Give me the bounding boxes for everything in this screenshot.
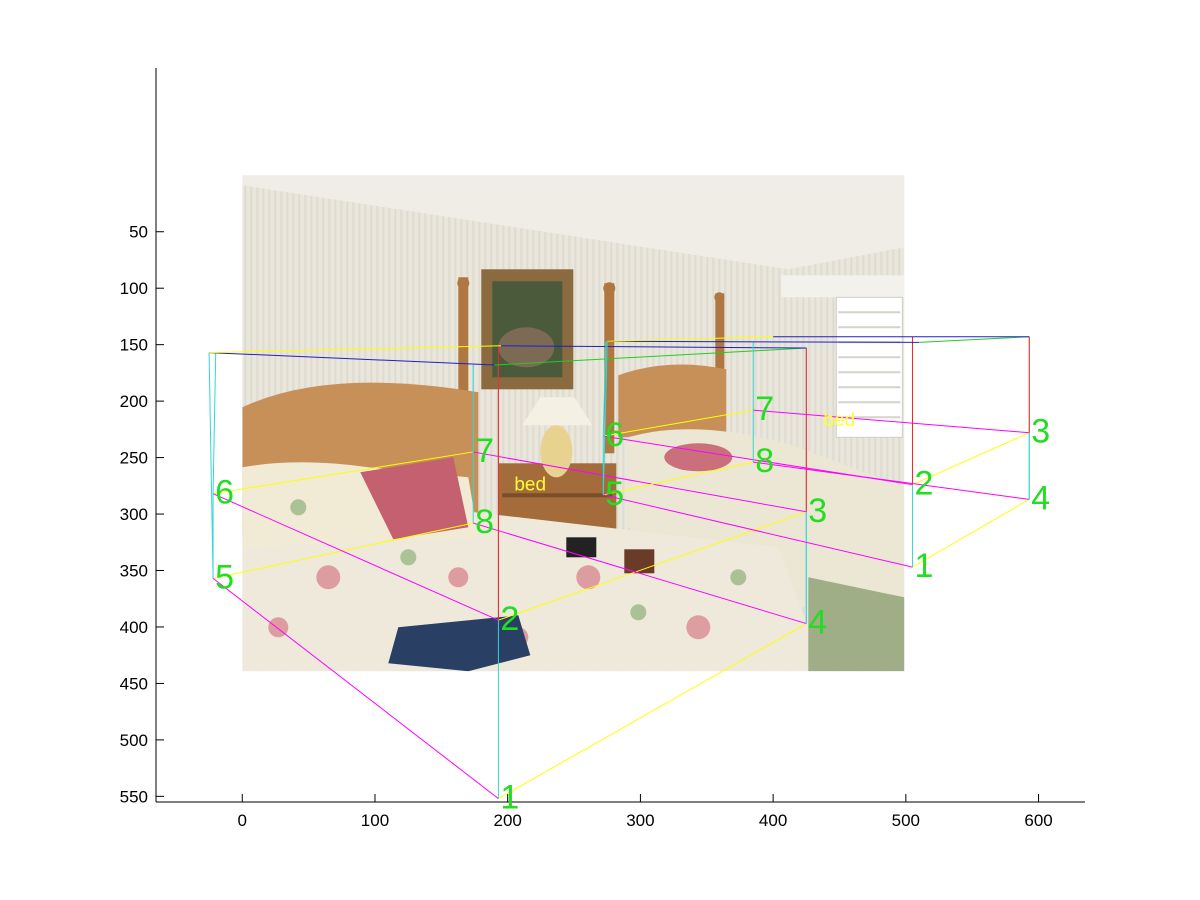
corner-label: 7 bbox=[755, 390, 774, 428]
corner-label: 1 bbox=[914, 547, 933, 585]
x-tick-label: 100 bbox=[361, 811, 389, 830]
object-label: bed bbox=[514, 474, 546, 495]
x-tick-label: 400 bbox=[759, 811, 787, 830]
y-tick-label: 200 bbox=[120, 392, 148, 411]
box-edge-side bbox=[603, 494, 913, 568]
y-tick-label: 250 bbox=[120, 449, 148, 468]
bedroom-photo bbox=[242, 175, 905, 672]
box-edge-vertical bbox=[212, 352, 217, 494]
box-edge-top bbox=[209, 345, 502, 354]
box-edge-bottom bbox=[603, 461, 754, 496]
x-tick-label: 200 bbox=[494, 811, 522, 830]
corner-label: 1 bbox=[500, 779, 519, 817]
bed-boxes: 1 2 3 4 5 6 7 8 bed 1 2 3 4 5 6 7 8 bed bbox=[208, 336, 1050, 817]
y-tick-label: 150 bbox=[120, 336, 148, 355]
box-edge-vertical bbox=[602, 341, 608, 495]
box-edge-bottom bbox=[212, 522, 474, 579]
y-tick-label: 100 bbox=[120, 279, 148, 298]
y-tick-label: 500 bbox=[120, 731, 148, 750]
corner-label: 8 bbox=[475, 503, 494, 541]
box-edge-bottom bbox=[498, 623, 807, 800]
x-tick-label: 600 bbox=[1024, 811, 1052, 830]
box-edge-top bbox=[501, 345, 807, 349]
x-tick-label: 300 bbox=[626, 811, 654, 830]
object-label: bed bbox=[824, 410, 856, 431]
corner-label: 6 bbox=[605, 416, 624, 454]
y-tick-label: 50 bbox=[129, 223, 148, 242]
corner-label: 4 bbox=[1031, 479, 1050, 517]
corner-label: 4 bbox=[808, 604, 827, 642]
box-edge-bottom bbox=[603, 409, 754, 437]
corner-label: 3 bbox=[1031, 413, 1050, 451]
axes: 0 100 200 300 400 500 600 50 100 150 200 250 300 350 4… bbox=[120, 68, 1085, 830]
corner-label: 2 bbox=[500, 600, 519, 638]
y-tick-label: 350 bbox=[120, 562, 148, 581]
corner-label: 3 bbox=[808, 492, 827, 530]
corner-label: 7 bbox=[475, 432, 494, 470]
box-edge-top bbox=[494, 347, 807, 366]
box-edge-side bbox=[212, 493, 499, 621]
box-edge-side bbox=[212, 578, 499, 800]
corner-label: 2 bbox=[914, 465, 933, 503]
box-edge-side bbox=[473, 451, 807, 513]
box-edge-vertical bbox=[208, 352, 214, 579]
y-tick-label: 450 bbox=[120, 674, 148, 693]
x-tick-label: 500 bbox=[892, 811, 920, 830]
box-edge-bottom bbox=[912, 498, 1030, 568]
box-edge-top bbox=[607, 340, 920, 343]
corner-label: 6 bbox=[215, 474, 234, 512]
box-edge-top bbox=[607, 336, 774, 342]
box-edge-top bbox=[919, 336, 1030, 343]
box-edge-bottom bbox=[912, 432, 1030, 486]
y-tick-label: 400 bbox=[120, 618, 148, 637]
corner-label: 8 bbox=[755, 442, 774, 480]
corner-label: 5 bbox=[605, 475, 624, 513]
box-edge-side bbox=[753, 461, 1030, 500]
box-edge-side bbox=[753, 409, 1030, 434]
y-tick-label: 300 bbox=[120, 505, 148, 524]
y-tick-label: 550 bbox=[120, 787, 148, 806]
box-edge-bottom bbox=[212, 451, 474, 495]
box-edge-vertical bbox=[602, 341, 607, 437]
x-tick-label: 0 bbox=[238, 811, 247, 830]
box-edge-side bbox=[473, 522, 807, 625]
box-edge-top bbox=[209, 352, 495, 366]
corner-label: 5 bbox=[215, 558, 234, 596]
